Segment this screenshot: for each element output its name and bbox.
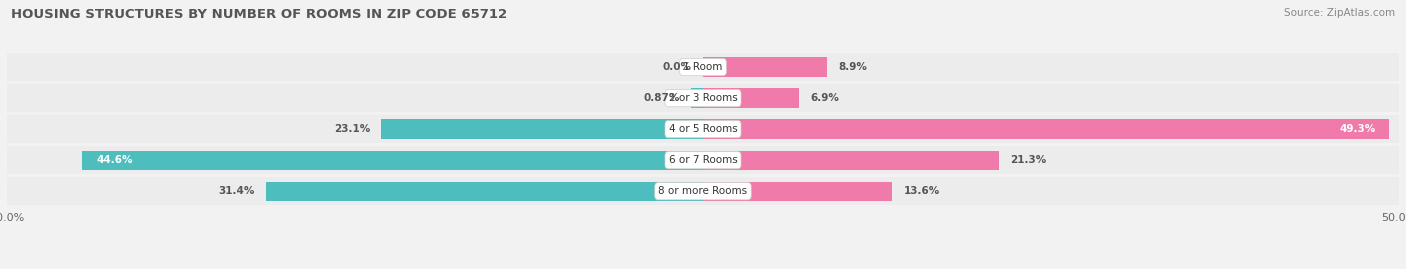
Bar <box>7 177 703 205</box>
Bar <box>703 182 893 201</box>
Text: 44.6%: 44.6% <box>96 155 132 165</box>
Bar <box>703 177 1399 205</box>
Bar <box>7 53 703 81</box>
Bar <box>703 115 1399 143</box>
Text: 31.4%: 31.4% <box>218 186 254 196</box>
Bar <box>703 151 1000 170</box>
Text: 0.87%: 0.87% <box>644 93 679 103</box>
Bar <box>7 115 703 143</box>
Bar <box>703 119 1389 139</box>
Text: 0.0%: 0.0% <box>662 62 692 72</box>
Bar <box>703 53 1399 81</box>
Bar <box>690 89 703 108</box>
Text: HOUSING STRUCTURES BY NUMBER OF ROOMS IN ZIP CODE 65712: HOUSING STRUCTURES BY NUMBER OF ROOMS IN… <box>11 8 508 21</box>
Text: 23.1%: 23.1% <box>335 124 370 134</box>
Text: 8.9%: 8.9% <box>838 62 868 72</box>
Text: 8 or more Rooms: 8 or more Rooms <box>658 186 748 196</box>
Bar <box>381 119 703 139</box>
Bar <box>266 182 703 201</box>
Text: 6 or 7 Rooms: 6 or 7 Rooms <box>669 155 737 165</box>
Text: 6.9%: 6.9% <box>810 93 839 103</box>
Text: 49.3%: 49.3% <box>1339 124 1375 134</box>
Bar <box>7 84 703 112</box>
Text: 4 or 5 Rooms: 4 or 5 Rooms <box>669 124 737 134</box>
Bar <box>703 84 1399 112</box>
Bar <box>703 146 1399 174</box>
Bar <box>703 57 827 77</box>
Text: 21.3%: 21.3% <box>1011 155 1047 165</box>
Text: 13.6%: 13.6% <box>904 186 939 196</box>
Text: 1 Room: 1 Room <box>683 62 723 72</box>
Bar <box>7 146 703 174</box>
Bar <box>82 151 703 170</box>
Text: Source: ZipAtlas.com: Source: ZipAtlas.com <box>1284 8 1395 18</box>
Bar <box>703 89 799 108</box>
Text: 2 or 3 Rooms: 2 or 3 Rooms <box>669 93 737 103</box>
